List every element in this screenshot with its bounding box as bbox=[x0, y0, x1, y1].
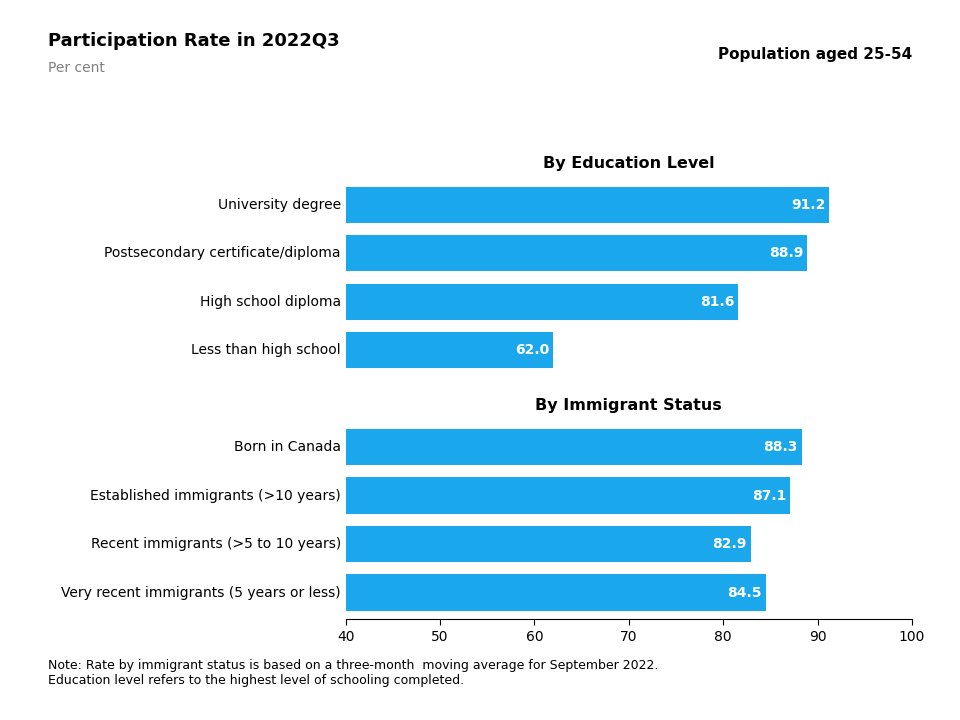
Bar bbox=[346, 429, 802, 465]
Text: By Education Level: By Education Level bbox=[543, 156, 714, 171]
Text: 81.6: 81.6 bbox=[700, 294, 734, 309]
Text: 84.5: 84.5 bbox=[728, 585, 762, 600]
Text: 88.9: 88.9 bbox=[769, 246, 804, 260]
Text: 87.1: 87.1 bbox=[752, 489, 786, 503]
Text: 82.9: 82.9 bbox=[712, 537, 747, 551]
Bar bbox=[346, 235, 807, 271]
Text: Note: Rate by immigrant status is based on a three-month  moving average for Sep: Note: Rate by immigrant status is based … bbox=[48, 659, 659, 687]
Text: Postsecondary certificate/diploma: Postsecondary certificate/diploma bbox=[105, 246, 341, 260]
Text: Per cent: Per cent bbox=[48, 61, 105, 75]
Text: 62.0: 62.0 bbox=[516, 343, 549, 357]
Text: By Immigrant Status: By Immigrant Status bbox=[536, 398, 722, 413]
Text: Recent immigrants (>5 to 10 years): Recent immigrants (>5 to 10 years) bbox=[90, 537, 341, 551]
Bar bbox=[346, 477, 790, 514]
Text: Population aged 25-54: Population aged 25-54 bbox=[718, 47, 912, 62]
Text: University degree: University degree bbox=[218, 198, 341, 212]
Bar bbox=[346, 575, 766, 611]
Bar bbox=[346, 332, 553, 369]
Text: Participation Rate in 2022Q3: Participation Rate in 2022Q3 bbox=[48, 32, 340, 50]
Text: Less than high school: Less than high school bbox=[191, 343, 341, 357]
Bar bbox=[346, 284, 738, 320]
Bar bbox=[346, 186, 828, 223]
Bar bbox=[346, 526, 751, 562]
Text: 91.2: 91.2 bbox=[791, 198, 826, 212]
Text: Born in Canada: Born in Canada bbox=[234, 440, 341, 454]
Text: Very recent immigrants (5 years or less): Very recent immigrants (5 years or less) bbox=[61, 585, 341, 600]
Text: High school diploma: High school diploma bbox=[200, 294, 341, 309]
Text: Established immigrants (>10 years): Established immigrants (>10 years) bbox=[90, 489, 341, 503]
Text: 88.3: 88.3 bbox=[763, 440, 798, 454]
